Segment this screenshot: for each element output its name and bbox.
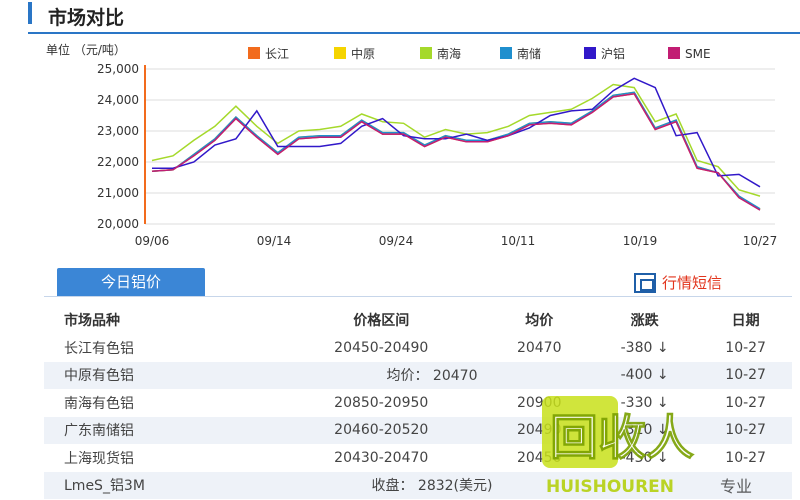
series-line [151,83,761,197]
column-header-date: 日期 [731,313,760,329]
column-header-range: 价格区间 [353,313,410,329]
x-tick-label: 10/19 [623,234,658,248]
price-date: 10-27 [725,449,766,466]
table-header-row: 市场品种 价格区间 均价 涨跌 日期 [44,306,792,334]
x-axis: 09/06 09/14 09/24 10/11 10/19 10/27 [135,234,778,248]
series-lines [151,77,761,211]
price-table: 市场品种 价格区间 均价 涨跌 日期 长江有色铝 20450-20490 204… [44,306,792,499]
price-range: 20430-20470 [334,449,429,466]
market-name: 上海现货铝 [64,450,134,467]
table-row: 长江有色铝 20450-20490 20470 -380 ↓ 10-27 [44,334,792,362]
average-price: 20490 [488,416,590,444]
series-line [151,92,761,211]
price-date: 10-27 [725,394,766,411]
legend-swatch [668,47,680,59]
y-tick-label: 21,000 [97,186,139,200]
legend-label: 南海 [437,46,461,61]
price-change: -400 ↓ [589,361,700,389]
price-comparison-chart: 单位 （元/吨） 长江 中原 南海 南储 沪铝 SME 20,000 21,000 22,00… [46,42,778,248]
price-range: 20460-20520 [274,416,489,444]
sms-icon [634,272,656,293]
legend-label: 长江 [265,47,289,61]
table-row: 中原有色铝 均价： 20470 -400 ↓ 10-27 [44,361,792,389]
price-range: 均价： 20470 [274,361,590,389]
market-sms-link[interactable]: 行情短信 [634,272,722,293]
legend-swatch [500,47,512,59]
page-title: 市场对比 [48,7,125,29]
y-axis: 20,000 21,000 22,000 23,000 24,000 25,000 [97,62,146,231]
legend-label: SME [685,47,711,61]
price-change: -310 ↓ [589,416,700,444]
legend-label: 沪铝 [601,46,625,61]
tab-today-aluminum-price[interactable]: 今日铝价 [57,268,205,296]
legend-swatch [584,47,596,59]
unit-label: 单位 （元/吨） [46,42,126,57]
average-price: 20470 [516,339,562,356]
header-underline [28,32,800,34]
table-row: LmeS_铝3M 收盘： 2832(美元) [44,471,792,499]
average-price: 20450 [516,449,562,466]
market-name: LmeS_铝3M [44,471,274,499]
price-range: 收盘： 2832(美元) [274,471,590,499]
price-date: 10-27 [699,361,792,389]
y-tick-label: 20,000 [97,217,139,231]
market-name: 长江有色铝 [64,340,134,357]
table-row: 广东南储铝 20460-20520 20490 -310 ↓ 10-27 [44,416,792,444]
x-tick-label: 09/14 [257,234,292,248]
market-name: 中原有色铝 [44,361,274,389]
legend-swatch [248,47,260,59]
price-change: -380 ↓ [620,339,669,356]
price-range: 20450-20490 [334,339,429,356]
y-tick-label: 24,000 [97,93,139,107]
table-row: 南海有色铝 20850-20950 20900 -330 ↓ 10-27 [44,389,792,417]
legend-swatch [420,47,432,59]
section-header: 市场对比 [0,0,800,36]
section-divider [44,296,792,297]
header-accent [28,2,32,24]
price-date [699,471,792,499]
y-tick-label: 23,000 [97,124,139,138]
x-tick-label: 10/27 [743,234,778,248]
legend: 长江 中原 南海 南储 沪铝 SME [248,46,711,61]
x-tick-label: 09/24 [379,234,414,248]
x-tick-label: 09/06 [135,234,170,248]
legend-label: 中原 [351,46,375,61]
series-line [151,92,761,211]
y-tick-label: 22,000 [97,155,139,169]
chart-grid [145,68,775,225]
column-header-market: 市场品种 [64,313,120,329]
series-line [152,77,761,188]
price-range: 20850-20950 [334,394,429,411]
table-row: 上海现货铝 20430-20470 20450 -430 ↓ 10-27 [44,444,792,472]
price-change: -330 ↓ [620,394,669,411]
price-date: 10-27 [725,339,766,356]
x-tick-label: 10/11 [501,234,536,248]
price-change: -430 ↓ [620,449,669,466]
average-price: 20900 [516,394,562,411]
legend-swatch [334,47,346,59]
series-line [151,91,761,211]
series-line [151,91,761,210]
legend-label: 南储 [517,46,541,61]
sms-link-label: 行情短信 [662,274,723,292]
market-name: 广东南储铝 [44,416,274,444]
column-header-change: 涨跌 [630,313,659,329]
market-name: 南海有色铝 [64,395,134,412]
price-change [589,471,700,499]
column-header-average: 均价 [525,313,554,329]
price-date: 10-27 [699,416,792,444]
y-tick-label: 25,000 [97,62,139,76]
